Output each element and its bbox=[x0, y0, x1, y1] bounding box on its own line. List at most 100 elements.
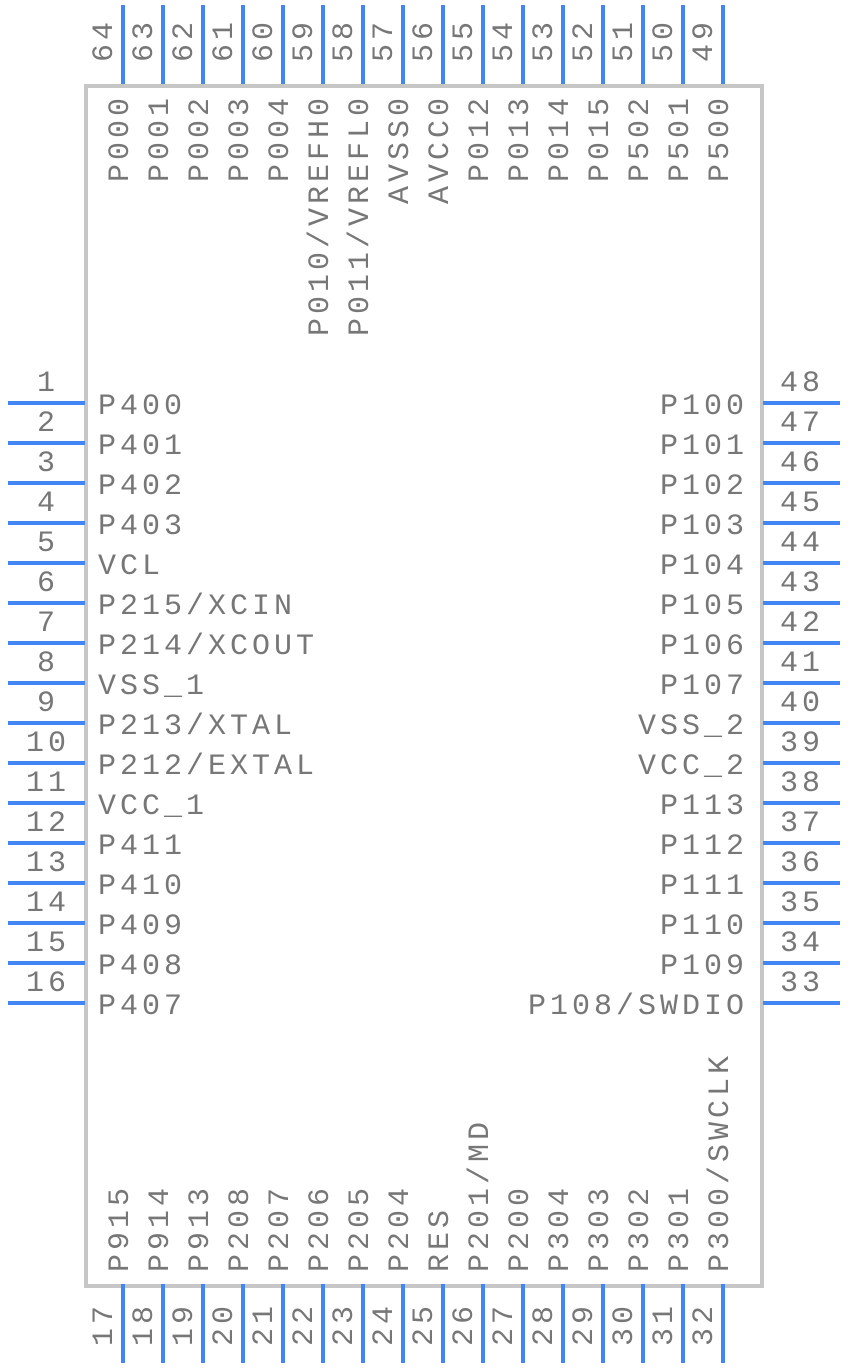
pin-line-39 bbox=[763, 761, 840, 765]
pin-line-51 bbox=[641, 5, 645, 84]
pin-line-52 bbox=[601, 5, 605, 84]
pin-number-23: 23 bbox=[328, 1302, 362, 1347]
pin-line-14 bbox=[8, 921, 85, 925]
pin-name-28: P304 bbox=[544, 1183, 578, 1272]
pin-line-46 bbox=[763, 481, 840, 485]
pin-name-47: P101 bbox=[659, 430, 748, 464]
pin-name-40: VSS_2 bbox=[637, 710, 748, 744]
pin-name-56: AVCC0 bbox=[424, 94, 458, 205]
pin-name-49: P500 bbox=[704, 94, 738, 183]
pin-line-30 bbox=[641, 1284, 645, 1363]
pin-name-37: P112 bbox=[659, 830, 748, 864]
pin-name-46: P102 bbox=[659, 470, 748, 504]
pin-number-18: 18 bbox=[128, 1302, 162, 1347]
pin-line-15 bbox=[8, 961, 85, 965]
pin-name-43: P105 bbox=[659, 590, 748, 624]
pin-number-44: 44 bbox=[779, 527, 824, 561]
pin-name-26: P201/MD bbox=[464, 1117, 498, 1272]
pin-name-57: AVSS0 bbox=[384, 94, 418, 205]
pin-name-48: P100 bbox=[659, 390, 748, 424]
pin-name-11: VCC_1 bbox=[98, 790, 209, 824]
pin-number-48: 48 bbox=[779, 367, 824, 401]
pin-line-59 bbox=[321, 5, 325, 84]
pin-number-19: 19 bbox=[168, 1302, 202, 1347]
pin-number-6: 6 bbox=[36, 567, 59, 601]
pin-number-49: 49 bbox=[688, 18, 722, 63]
pin-name-15: P408 bbox=[98, 950, 187, 984]
pin-line-33 bbox=[763, 1001, 840, 1005]
pin-number-57: 57 bbox=[368, 18, 402, 63]
pin-number-51: 51 bbox=[608, 18, 642, 63]
pin-name-38: P113 bbox=[659, 790, 748, 824]
pin-name-13: P410 bbox=[98, 870, 187, 904]
pin-line-48 bbox=[763, 401, 840, 405]
pin-name-29: P303 bbox=[584, 1183, 618, 1272]
pin-line-37 bbox=[763, 841, 840, 845]
pin-line-11 bbox=[8, 801, 85, 805]
pin-line-7 bbox=[8, 641, 85, 645]
pin-number-36: 36 bbox=[779, 847, 824, 881]
pin-number-30: 30 bbox=[608, 1302, 642, 1347]
pin-line-25 bbox=[441, 1284, 445, 1363]
pin-number-2: 2 bbox=[36, 407, 59, 441]
pin-number-61: 61 bbox=[208, 18, 242, 63]
pin-line-24 bbox=[401, 1284, 405, 1363]
pin-line-45 bbox=[763, 521, 840, 525]
pin-number-28: 28 bbox=[528, 1302, 562, 1347]
pin-line-4 bbox=[8, 521, 85, 525]
pin-name-52: P015 bbox=[584, 94, 618, 183]
pin-line-62 bbox=[201, 5, 205, 84]
pin-number-13: 13 bbox=[25, 847, 70, 881]
pin-name-58: P011/VREFL0 bbox=[344, 94, 378, 337]
pin-line-60 bbox=[281, 5, 285, 84]
pin-name-62: P002 bbox=[184, 94, 218, 183]
pin-number-34: 34 bbox=[779, 927, 824, 961]
pin-line-28 bbox=[561, 1284, 565, 1363]
pin-number-46: 46 bbox=[779, 447, 824, 481]
pin-name-35: P110 bbox=[659, 910, 748, 944]
pin-line-12 bbox=[8, 841, 85, 845]
pin-number-25: 25 bbox=[408, 1302, 442, 1347]
pin-name-39: VCC_2 bbox=[637, 750, 748, 784]
pin-name-36: P111 bbox=[659, 870, 748, 904]
pin-name-17: P915 bbox=[104, 1183, 138, 1272]
pin-line-21 bbox=[281, 1284, 285, 1363]
pin-line-23 bbox=[361, 1284, 365, 1363]
pin-line-1 bbox=[8, 401, 85, 405]
pin-name-54: P013 bbox=[504, 94, 538, 183]
pin-name-64: P000 bbox=[104, 94, 138, 183]
pin-number-7: 7 bbox=[36, 607, 59, 641]
pin-name-53: P014 bbox=[544, 94, 578, 183]
pin-number-14: 14 bbox=[25, 887, 70, 921]
pin-line-17 bbox=[121, 1284, 125, 1363]
pin-line-64 bbox=[121, 5, 125, 84]
pin-number-37: 37 bbox=[779, 807, 824, 841]
pin-name-31: P301 bbox=[664, 1183, 698, 1272]
pin-line-10 bbox=[8, 761, 85, 765]
pin-name-25: RES bbox=[424, 1205, 458, 1272]
pin-line-61 bbox=[241, 5, 245, 84]
pin-line-44 bbox=[763, 561, 840, 565]
pin-number-59: 59 bbox=[288, 18, 322, 63]
chip-body bbox=[84, 84, 764, 1288]
pin-number-8: 8 bbox=[36, 647, 59, 681]
pin-number-3: 3 bbox=[36, 447, 59, 481]
pin-line-35 bbox=[763, 921, 840, 925]
pin-number-32: 32 bbox=[688, 1302, 722, 1347]
pin-line-32 bbox=[721, 1284, 725, 1363]
pin-line-26 bbox=[481, 1284, 485, 1363]
pin-name-24: P204 bbox=[384, 1183, 418, 1272]
pin-name-16: P407 bbox=[98, 990, 187, 1024]
pin-name-18: P914 bbox=[144, 1183, 178, 1272]
pin-line-54 bbox=[521, 5, 525, 84]
pin-line-5 bbox=[8, 561, 85, 565]
pin-name-51: P502 bbox=[624, 94, 658, 183]
pin-number-63: 63 bbox=[128, 18, 162, 63]
pin-number-43: 43 bbox=[779, 567, 824, 601]
pin-name-6: P215/XCIN bbox=[98, 590, 297, 624]
pin-name-20: P208 bbox=[224, 1183, 258, 1272]
pin-line-29 bbox=[601, 1284, 605, 1363]
pin-number-29: 29 bbox=[568, 1302, 602, 1347]
pin-name-63: P001 bbox=[144, 94, 178, 183]
